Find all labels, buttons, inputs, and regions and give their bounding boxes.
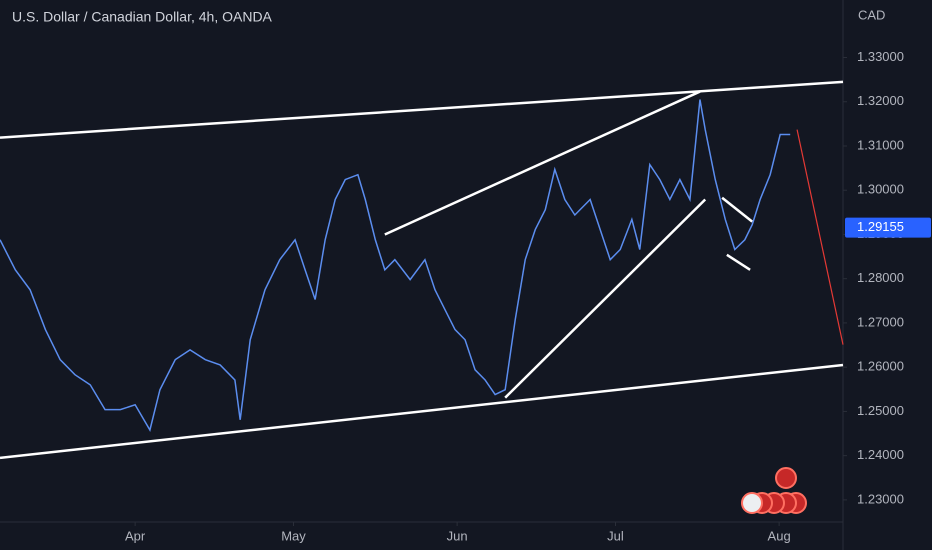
y-tick-label: 1.32000 [857, 93, 904, 108]
y-tick-label: 1.25000 [857, 403, 904, 418]
y-tick-label: 1.26000 [857, 359, 904, 374]
trendline [726, 253, 751, 271]
trendline [721, 196, 753, 223]
x-tick-label: Jun [447, 528, 468, 543]
event-icons [741, 467, 807, 514]
trendline [796, 129, 844, 345]
currency-label: CAD [858, 7, 885, 22]
trendline [0, 363, 844, 460]
chart-title: U.S. Dollar / Canadian Dollar, 4h, OANDA [12, 9, 273, 25]
y-tick-label: 1.27000 [857, 314, 904, 329]
last-price-box [845, 217, 931, 238]
y-tick-label: 1.30000 [857, 182, 904, 197]
y-tick-label: 1.31000 [857, 137, 904, 152]
event-icon[interactable] [775, 467, 797, 489]
trendline [0, 80, 844, 139]
x-tick-label: Jul [607, 528, 624, 543]
y-tick-label: 1.28000 [857, 270, 904, 285]
trendline [504, 198, 707, 399]
y-tick-label: 1.24000 [857, 447, 904, 462]
y-tick-label: 1.33000 [857, 49, 904, 64]
event-icon[interactable] [741, 492, 763, 514]
x-tick-label: Aug [768, 528, 791, 543]
y-tick-label: 1.23000 [857, 491, 904, 506]
trendline [384, 90, 701, 236]
x-tick-label: May [281, 528, 306, 543]
last-price-label: 1.29155 [857, 219, 904, 234]
plot-area [0, 80, 844, 460]
x-tick-label: Apr [125, 528, 146, 543]
price-line [0, 99, 791, 432]
